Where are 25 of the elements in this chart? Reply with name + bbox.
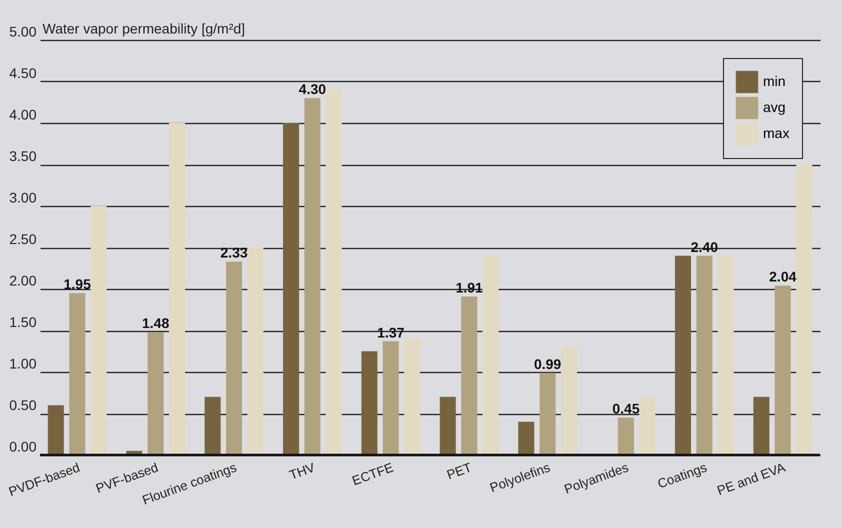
data-label: 2.04 xyxy=(769,268,797,285)
legend-label: max xyxy=(763,125,790,141)
data-label: 1.95 xyxy=(64,276,92,292)
x-tick-label: PE and EVA xyxy=(715,460,788,498)
y-tick-label: 3.50 xyxy=(9,148,37,164)
y-tick-label: 2.00 xyxy=(9,272,37,288)
y-axis-title: Water vapor permeability [g/m²d] xyxy=(42,20,246,36)
y-tick-label: 0.00 xyxy=(9,438,37,454)
data-label: 2.33 xyxy=(220,244,248,261)
y-tick-label: 2.50 xyxy=(9,231,37,247)
data-label: 1.48 xyxy=(142,315,170,332)
x-tick-label: PET xyxy=(444,460,474,482)
y-tick-label: 0.50 xyxy=(9,397,37,413)
y-tick-label: 1.50 xyxy=(9,314,37,330)
y-tick-label: 3.00 xyxy=(9,190,37,206)
data-label: 0.45 xyxy=(612,400,640,417)
y-tick-label: 1.00 xyxy=(9,356,37,372)
y-tick-label: 4.00 xyxy=(9,106,37,122)
y-tick-label: 5.00 xyxy=(9,24,37,40)
legend-label: min xyxy=(763,73,786,89)
y-tick-label: 4.50 xyxy=(9,65,37,81)
x-tick-label: THV xyxy=(287,460,318,483)
data-label: 0.99 xyxy=(534,356,562,372)
legend-label: avg xyxy=(763,99,786,115)
data-label: 4.30 xyxy=(298,81,326,98)
